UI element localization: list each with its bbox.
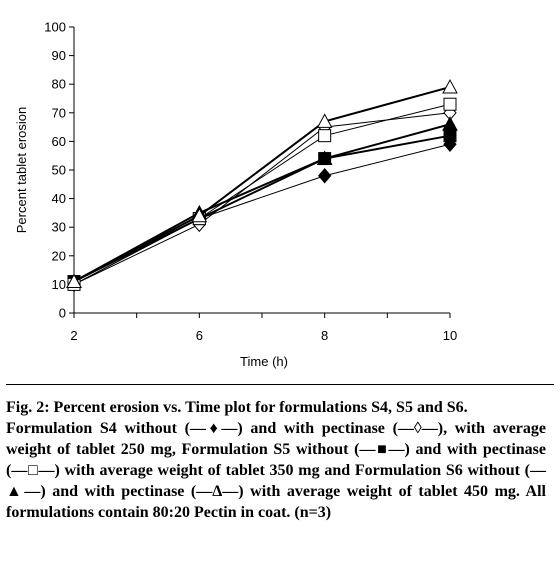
y-tick-label: 40 (52, 191, 66, 206)
series-square-open (67, 97, 457, 291)
x-tick-label: 8 (321, 328, 328, 343)
series-triangle-filled (66, 116, 458, 289)
series-group (66, 79, 458, 293)
y-tick-label: 30 (52, 220, 66, 235)
triangle-marker (442, 116, 458, 131)
y-tick-label: 80 (52, 77, 66, 92)
y-tick-label: 100 (44, 20, 66, 35)
series-line (73, 103, 451, 285)
triangle-marker (316, 113, 333, 128)
caption-title: Fig. 2: Percent erosion vs. Time plot fo… (6, 399, 468, 416)
x-axis-title: Time (h) (240, 354, 288, 369)
square-marker (443, 97, 457, 111)
series-diamond-filled (67, 136, 457, 293)
y-tick-label: 10 (52, 277, 66, 292)
square-marker (318, 129, 332, 143)
axes: 0 10 20 30 40 50 60 70 80 90 100 2 6 8 10 (44, 20, 457, 344)
y-tick-label: 50 (52, 163, 66, 178)
series-line (73, 143, 451, 285)
series-line (73, 134, 451, 283)
triangle-marker (442, 79, 458, 94)
series-diamond-open (67, 105, 457, 293)
triangle-marker (191, 207, 208, 223)
caption-divider (6, 384, 554, 385)
y-tick-label: 60 (52, 134, 66, 149)
x-tick-label: 10 (443, 328, 457, 343)
y-tick-label: 70 (52, 105, 66, 120)
y-tick-label: 20 (52, 248, 66, 263)
triangle-marker (66, 273, 82, 289)
y-axis-title: Percent tablet erosion (14, 107, 29, 233)
series-triangle-open (66, 79, 458, 289)
diamond-marker (318, 167, 332, 184)
series-square-filled (67, 129, 457, 289)
line-chart: 0 10 20 30 40 50 60 70 80 90 100 2 6 8 10 Percent tabl… (14, 20, 458, 369)
series-line (73, 123, 451, 283)
series-line (73, 86, 451, 283)
y-tick-label: 0 (59, 306, 66, 321)
caption-body: Formulation S4 without (—♦—) and with pe… (6, 420, 546, 521)
x-tick-label: 6 (196, 328, 203, 343)
y-tick-label: 90 (52, 48, 66, 63)
figure-caption: Fig. 2: Percent erosion vs. Time plot fo… (6, 397, 546, 523)
chart-figure: 0 10 20 30 40 50 60 70 80 90 100 2 6 8 10 Percent tabl… (14, 20, 458, 369)
triangle-marker (316, 150, 333, 166)
series-line (73, 112, 451, 285)
square-marker (443, 129, 457, 143)
x-tick-label: 2 (70, 328, 77, 343)
